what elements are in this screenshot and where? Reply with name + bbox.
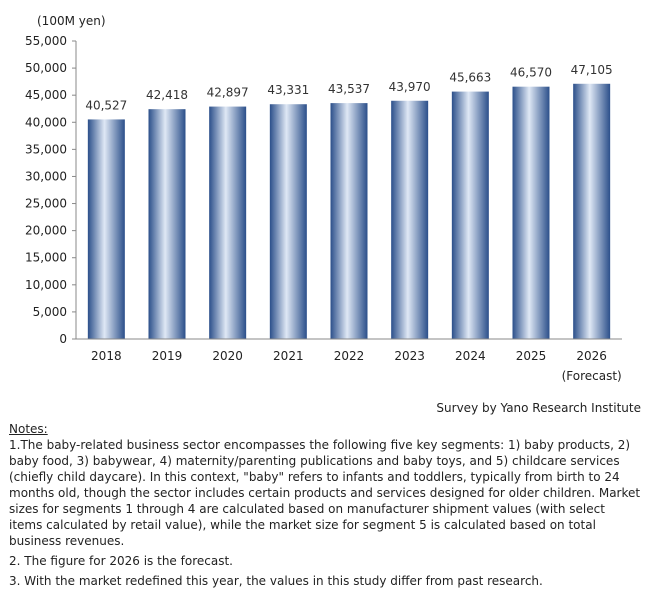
x-tick-label: 2019 [152,349,183,363]
y-tick-label: 30,000 [25,169,67,183]
y-tick-label: 5,000 [33,305,67,319]
x-tick-label: 2018 [91,349,122,363]
bar [269,104,307,339]
bar [512,86,550,340]
x-tick-label: 2020 [212,349,243,363]
data-label: 43,970 [389,80,431,94]
data-label: 42,418 [146,88,188,102]
x-tick-label: 2025 [516,349,547,363]
y-tick-label: 0 [59,332,67,346]
x-tick-label: 2022 [334,349,365,363]
bar [148,109,186,339]
bar [391,100,429,339]
y-tick-label: 20,000 [25,224,67,238]
y-tick-label: 25,000 [25,197,67,211]
data-label: 45,663 [449,71,491,85]
data-label: 42,897 [207,86,249,100]
notes-heading: Notes: [9,422,48,436]
note-2: 2. The figure for 2026 is the forecast. [9,554,233,568]
data-label: 40,527 [85,98,127,112]
y-tick-label: 10,000 [25,278,67,292]
x-tick-label: 2023 [394,349,425,363]
x-tick-label: 2021 [273,349,304,363]
bar [209,106,247,339]
x-axis: 2018 2019 2020 2021 2022 2023 2024 2025 2026 (For… [76,338,622,383]
source-credit: Survey by Yano Research Institute [436,401,641,415]
y-tick-label: 55,000 [25,34,67,48]
y-axis: 0 5,000 10,000 15,000 20,000 25,000 30,000 35,0… [25,34,77,346]
y-tick-label: 15,000 [25,251,67,265]
data-label: 43,331 [267,83,309,97]
bar [87,119,125,339]
note-1: 1.The baby-related business sector encom… [9,438,641,548]
x-tick-label: 2026 [576,349,607,363]
x-tick-label: 2024 [455,349,486,363]
note-3: 3. With the market redefined this year, … [9,574,543,588]
bars: 40,527 42,418 42,897 43,331 43,537 43,970 45,6… [85,63,613,340]
notes: Notes: 1.The baby-related business secto… [9,421,641,589]
bar [330,103,368,340]
data-label: 43,537 [328,82,370,96]
bar [573,83,611,339]
y-tick-label: 40,000 [25,115,67,129]
data-label: 47,105 [571,63,613,77]
y-tick-label: 50,000 [25,61,67,75]
y-axis-unit-label: (100M yen) [37,14,106,28]
y-tick-label: 45,000 [25,88,67,102]
y-tick-label: 35,000 [25,142,67,156]
bar [451,91,489,339]
bar-chart: (100M yen) 0 5,000 10,000 15,000 20,000 25,00… [25,14,622,383]
data-label: 46,570 [510,66,552,80]
x-tick-note: (Forecast) [562,369,622,383]
